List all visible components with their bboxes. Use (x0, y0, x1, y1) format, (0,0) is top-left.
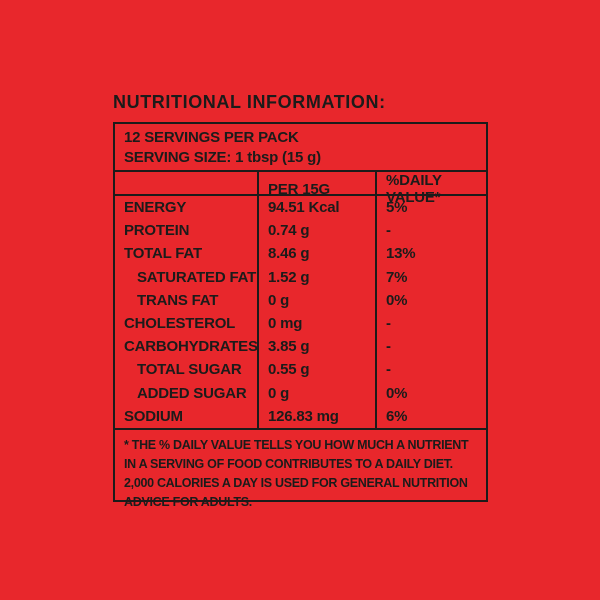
nutrient-daily-value: 7% (375, 265, 486, 289)
column-header-daily-value: %DAILY VALUE* (375, 172, 486, 206)
nutrient-amount: 0 g (257, 288, 375, 312)
column-header-amount: PER 15G (257, 172, 375, 206)
nutrient-rows: ENERGY 94.51 Kcal 5% PROTEIN 0.74 g - TOTAL FA… (115, 196, 486, 428)
nutrient-name: ADDED SUGAR (137, 384, 247, 402)
nutrient-daily-value: 0% (375, 288, 486, 312)
nutrient-amount: 94.51 Kcal (257, 196, 375, 220)
nutrient-name: TRANS FAT (137, 291, 219, 309)
nutrient-amount: 126.83 mg (257, 404, 375, 428)
servings-per-pack: 12 SERVINGS PER PACK (124, 129, 299, 146)
nutrition-table: 12 SERVINGS PER PACK SERVING SIZE: 1 tbs… (113, 122, 488, 509)
nutrient-name: PROTEIN (124, 222, 190, 240)
table-header-row: PER 15G %DAILY VALUE* (115, 172, 486, 206)
nutrient-amount: 8.46 g (257, 242, 375, 266)
nutrient-daily-value: 0% (375, 381, 486, 405)
nutrient-name: TOTAL FAT (124, 245, 202, 263)
footnote-text: * THE % DAILY VALUE TELLS YOU HOW MUCH A… (115, 427, 486, 509)
label-title: NUTRITIONAL INFORMATION: (113, 92, 386, 112)
nutrient-name: TOTAL SUGAR (137, 361, 242, 379)
nutrient-daily-value: - (375, 335, 486, 359)
nutrient-daily-value: - (375, 358, 486, 382)
nutrient-daily-value: 5% (375, 196, 486, 220)
nutrient-daily-value: 13% (375, 242, 486, 266)
nutrient-daily-value: - (375, 219, 486, 243)
nutrient-name: ENERGY (124, 199, 187, 217)
nutrient-name: SATURATED FAT (137, 268, 257, 286)
nutrient-daily-value: 6% (375, 404, 486, 428)
serving-info-section: 12 SERVINGS PER PACK SERVING SIZE: 1 tbs… (115, 124, 486, 172)
nutrient-amount: 3.85 g (257, 335, 375, 359)
nutrient-name: SODIUM (124, 407, 183, 425)
nutrient-amount: 0.55 g (257, 358, 375, 382)
serving-size: SERVING SIZE: 1 tbsp (15 g) (124, 149, 321, 166)
nutrient-name: CARBOHYDRATES (124, 338, 258, 356)
nutrient-daily-value: - (375, 311, 486, 336)
nutrient-amount: 1.52 g (257, 265, 375, 289)
nutrient-name: CHOLESTEROL (124, 315, 236, 333)
nutrient-amount: 0 g (257, 381, 375, 405)
nutrient-amount: 0.74 g (257, 219, 375, 243)
nutrient-amount: 0 mg (257, 311, 375, 336)
